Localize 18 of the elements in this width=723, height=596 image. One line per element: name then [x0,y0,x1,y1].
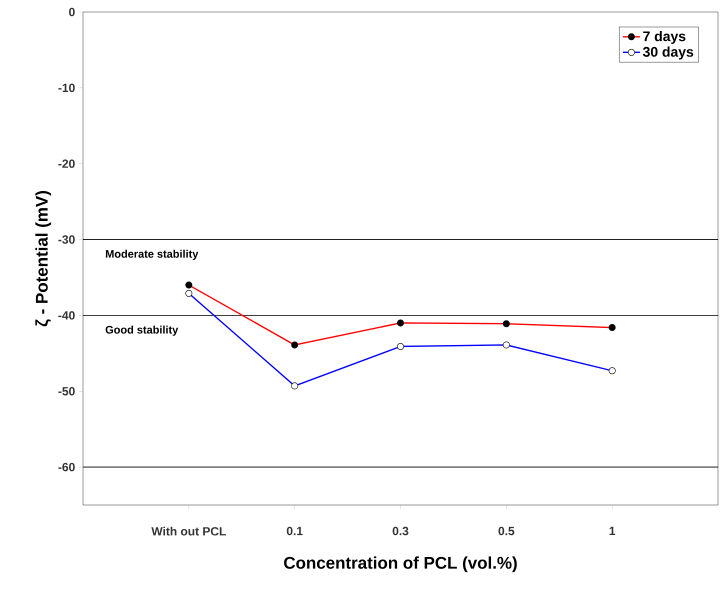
x-tick-label: 0.1 [286,526,303,536]
y-tick-label: -20 [58,159,75,168]
y-tick-label: -50 [58,387,75,396]
legend-label: 30 days [642,46,694,60]
x-tick-label: 0.3 [392,526,408,536]
x-tick-label: 1 [610,526,616,535]
y-tick-label: -30 [58,235,75,244]
x-axis-title: Concentration of PCL (vol.%) [284,556,517,572]
y-tick-label: -10 [58,84,75,92]
x-tick-label: With out PCL [151,526,226,536]
x-tick-label: 0.5 [498,526,514,536]
y-tick-label: -60 [58,462,75,472]
y-axis-title: ζ - Potential (mV) [35,191,52,326]
ref-line-label: Good stability [106,326,178,336]
legend-label: 7 days [643,30,686,44]
ref-line-label: Moderate stability [106,250,198,260]
y-tick-label: -40 [58,311,75,320]
y-tick-label: 0 [69,8,75,16]
